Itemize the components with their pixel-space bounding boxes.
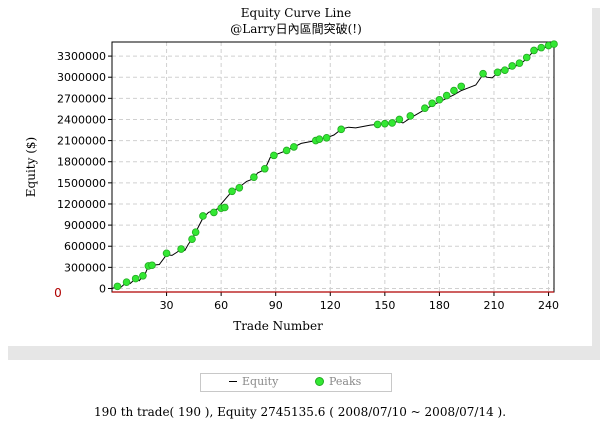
peak-point xyxy=(381,119,389,128)
y-tick-label: 1200000 xyxy=(57,198,106,211)
peak-point xyxy=(530,46,538,55)
y-axis-label: Equity ($) xyxy=(24,137,38,197)
peak-point xyxy=(148,261,156,270)
peak-point xyxy=(501,66,509,74)
y-tick-label: 900000 xyxy=(64,219,106,232)
line-swatch-icon xyxy=(229,381,237,382)
peak-point xyxy=(493,68,502,77)
chart-legend: Equity Peaks xyxy=(200,373,392,392)
peak-point xyxy=(210,208,218,217)
plot-area xyxy=(112,42,554,292)
peak-point xyxy=(428,99,436,108)
y-tick-label: 2700000 xyxy=(57,92,106,105)
peak-point xyxy=(550,40,558,48)
peak-point xyxy=(406,112,415,120)
y-tick-label: 3300000 xyxy=(57,50,106,63)
peak-point xyxy=(508,62,516,70)
y-tick-label: 600000 xyxy=(64,240,106,253)
peak-point xyxy=(395,115,404,124)
peak-point xyxy=(373,120,382,129)
x-tick-label: 30 xyxy=(160,299,174,312)
peak-point xyxy=(188,235,196,243)
dot-swatch-icon xyxy=(315,377,324,386)
peak-point xyxy=(515,59,524,67)
equity-chart: 0300000600000900000120000015000001800000… xyxy=(24,40,559,333)
peak-point xyxy=(322,133,331,142)
chart-panel: Equity Curve Line @Larry日內區間突破(!) 0 30000… xyxy=(24,6,560,333)
y-tick-label: 2100000 xyxy=(57,135,106,148)
peak-point xyxy=(537,43,546,52)
legend-item-equity: Equity xyxy=(229,375,278,388)
peak-point xyxy=(162,249,171,258)
y-tick-label: 0 xyxy=(99,282,106,295)
status-text: 190 th trade( 190 ), Equity 2745135.6 ( … xyxy=(93,405,507,419)
peak-point xyxy=(220,203,229,212)
x-axis-label: Trade Number xyxy=(233,319,323,333)
chart-subtitle: @Larry日內區間突破(!) xyxy=(230,22,362,36)
y-tick-label: 2400000 xyxy=(57,113,106,126)
peak-point xyxy=(457,82,466,91)
peak-point xyxy=(250,173,258,182)
legend-item-peaks: Peaks xyxy=(315,375,361,388)
peak-point xyxy=(122,278,131,286)
peak-point xyxy=(315,135,324,143)
peak-point xyxy=(139,272,147,280)
peak-point xyxy=(421,104,429,112)
peak-point xyxy=(270,151,278,160)
equity-line xyxy=(111,43,555,289)
y-tick-label: 300000 xyxy=(64,261,106,274)
x-tick-label: 90 xyxy=(269,299,283,312)
peak-point xyxy=(177,245,185,253)
peak-point xyxy=(282,146,291,155)
y-tick-label: 1800000 xyxy=(57,156,106,169)
x-tick-label: 150 xyxy=(374,299,395,312)
peak-point xyxy=(435,95,444,104)
y-tick-label: 1500000 xyxy=(57,177,106,190)
peak-point xyxy=(199,212,207,220)
x-tick-label: 120 xyxy=(320,299,341,312)
peak-point xyxy=(228,187,236,196)
peak-point xyxy=(522,53,531,62)
peak-point xyxy=(388,119,396,127)
peak-point xyxy=(260,164,269,173)
legend-peaks-label: Peaks xyxy=(329,375,362,388)
y-tick-label: 3000000 xyxy=(57,71,106,84)
x-tick-label: 180 xyxy=(429,299,450,312)
peak-point xyxy=(290,143,298,151)
peak-point xyxy=(337,125,345,134)
peak-point xyxy=(442,91,451,100)
x-tick-label: 210 xyxy=(483,299,504,312)
peak-point xyxy=(191,228,200,236)
chart-title: Equity Curve Line xyxy=(240,6,352,20)
peak-point xyxy=(479,69,487,78)
peak-point xyxy=(235,183,244,192)
peak-point xyxy=(450,86,458,95)
legend-equity-label: Equity xyxy=(242,375,279,388)
zero-marker-label: 0 xyxy=(54,286,62,300)
peak-point xyxy=(113,282,122,291)
x-tick-label: 240 xyxy=(538,299,559,312)
x-tick-label: 60 xyxy=(214,299,228,312)
peak-point xyxy=(131,274,140,283)
